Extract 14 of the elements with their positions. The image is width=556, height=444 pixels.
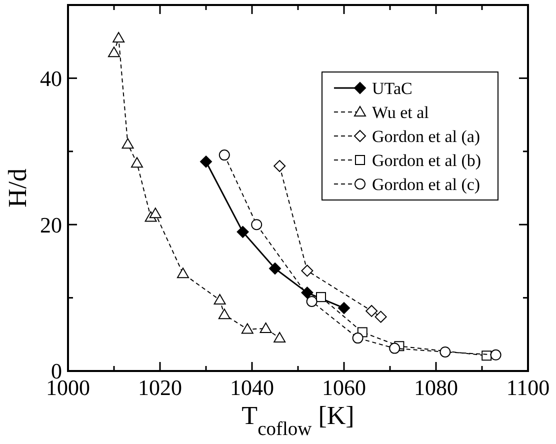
x-axis-title: T$_{coflow}$ [K] — [242, 401, 354, 440]
x-tick-label: 1040 — [230, 375, 274, 400]
legend-label: Gordon et al (a) — [372, 126, 480, 146]
legend-label: UTaC — [372, 78, 412, 98]
legend-label: Gordon et al (b) — [372, 150, 482, 170]
y-axis-title: H/d — [3, 168, 32, 208]
x-tick-label: 1020 — [138, 375, 182, 400]
x-tick-label: 1080 — [414, 375, 458, 400]
legend-label: Gordon et al (c) — [372, 174, 480, 194]
x-tick-label: 1100 — [506, 375, 550, 400]
legend-label: Wu et al — [372, 102, 430, 122]
y-tick-label: 40 — [40, 66, 62, 91]
y-tick-label: 20 — [40, 212, 62, 238]
x-tick-label: 1060 — [322, 375, 366, 400]
